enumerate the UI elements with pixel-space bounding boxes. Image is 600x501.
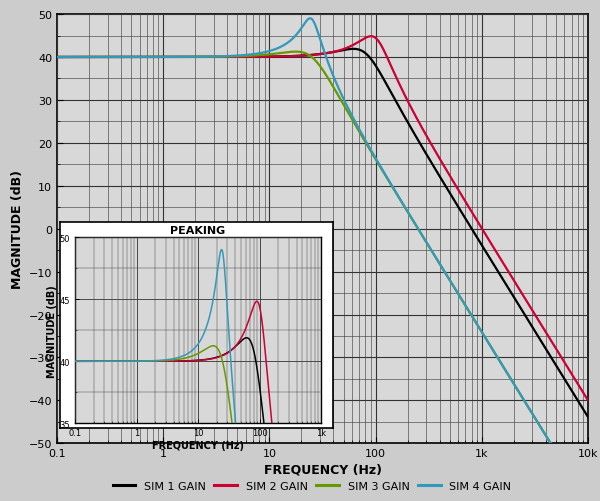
Y-axis label: MAGNITUDE (dB): MAGNITUDE (dB) <box>47 285 57 377</box>
Y-axis label: MAGNITUDE (dB): MAGNITUDE (dB) <box>11 170 25 289</box>
X-axis label: FREQUENCY (Hz): FREQUENCY (Hz) <box>152 440 244 450</box>
Title: PEAKING: PEAKING <box>170 226 226 236</box>
X-axis label: FREQUENCY (Hz): FREQUENCY (Hz) <box>263 462 382 475</box>
Legend: SIM 1 GAIN, SIM 2 GAIN, SIM 3 GAIN, SIM 4 GAIN: SIM 1 GAIN, SIM 2 GAIN, SIM 3 GAIN, SIM … <box>108 476 516 495</box>
